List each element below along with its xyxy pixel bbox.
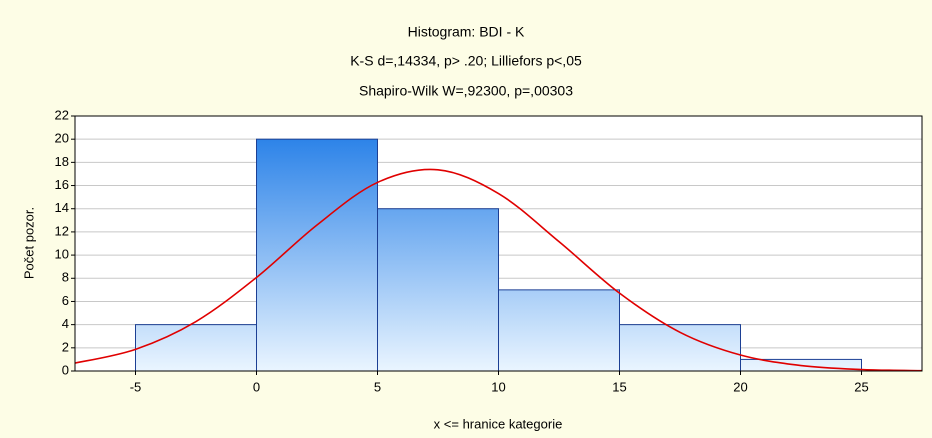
x-tick-label: 10	[491, 379, 505, 394]
y-tick-label: 6	[62, 293, 69, 308]
x-tick-label: 25	[854, 379, 868, 394]
y-tick-label: 12	[55, 223, 69, 238]
y-tick-label: 4	[62, 316, 69, 331]
chart-subtitle: K-S d=,14334, p> .20; Lilliefors p<,05	[350, 53, 582, 69]
bar	[256, 138, 378, 372]
plot-frame	[74, 115, 923, 372]
y-axis-label: Počet pozor.	[21, 207, 36, 279]
y-tick-label: 10	[55, 247, 69, 262]
y-tick-label: 8	[62, 270, 69, 285]
x-axis-label: x <= hranice kategorie	[434, 416, 563, 431]
y-tick-label: 2	[62, 339, 69, 354]
bar	[377, 208, 499, 372]
bar	[498, 289, 620, 372]
x-tick-label: 20	[733, 379, 747, 394]
x-tick-label: 5	[374, 379, 381, 394]
x-tick-label: 0	[253, 379, 260, 394]
y-tick-label: 14	[55, 200, 69, 215]
bar	[135, 324, 257, 372]
normal-curve	[74, 168, 923, 372]
y-tick-label: 0	[62, 362, 69, 377]
x-tick-label: 15	[612, 379, 626, 394]
y-tick-label: 16	[55, 177, 69, 192]
y-tick-label: 18	[55, 154, 69, 169]
chart-title: Histogram: BDI - K	[408, 24, 525, 40]
chart-subtitle: Shapiro-Wilk W=,92300, p=,00303	[359, 83, 573, 99]
y-tick-label: 22	[55, 107, 69, 122]
x-tick-label: -5	[130, 379, 142, 394]
y-tick-label: 20	[55, 131, 69, 146]
